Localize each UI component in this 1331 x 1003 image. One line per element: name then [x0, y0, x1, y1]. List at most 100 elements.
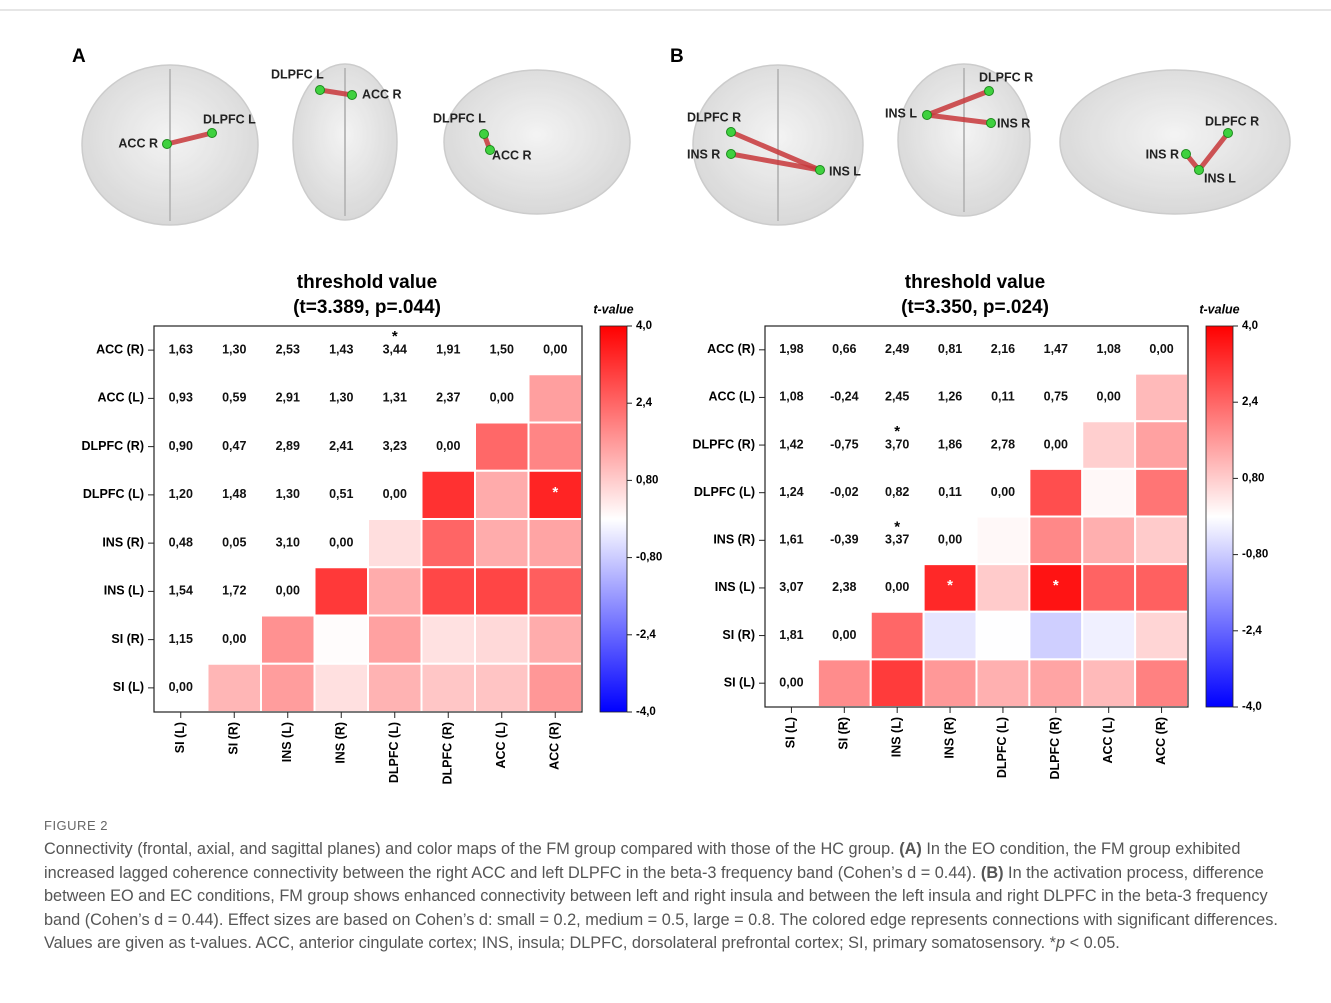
heatmap-cell: [1134, 610, 1189, 661]
y-tick-label: ACC (L): [97, 391, 144, 405]
cell-value: 0,00: [938, 533, 962, 547]
significance-star: *: [552, 484, 558, 501]
y-tick-label: SI (L): [724, 675, 755, 689]
cell-value: 0,47: [222, 439, 246, 453]
cell-value: 2,45: [885, 390, 909, 404]
significance-star: *: [894, 518, 900, 535]
x-tick-label: DLPFC (L): [387, 722, 401, 783]
caption-segment: In the activation process, difference be…: [44, 863, 1278, 953]
cell-value: 1,30: [329, 391, 353, 405]
cell-value: 1,30: [222, 342, 246, 356]
heatmap-cell: [367, 662, 423, 713]
cell-value: 0,00: [543, 342, 567, 356]
brain-node: [726, 149, 736, 159]
heatmap-cell: [1134, 658, 1189, 708]
x-tick-label: ACC (R): [548, 722, 562, 770]
node-label: INS R: [1146, 147, 1179, 161]
cell-value: 2,37: [436, 391, 460, 405]
significance-star: *: [1053, 577, 1059, 594]
heatmap-cell: [1134, 420, 1189, 470]
cell-value: 1,20: [169, 487, 193, 501]
y-tick-label: SI (R): [722, 628, 755, 642]
x-tick-label: INS (R): [334, 722, 348, 764]
colorbar-tick-label: -2,4: [1242, 625, 1262, 637]
cell-value: 0,00: [383, 487, 407, 501]
colorbar-tick-label: -4,0: [1242, 701, 1262, 713]
node-label: ACC R: [118, 136, 158, 150]
cell-value: 0,00: [885, 580, 909, 594]
cell-value: 1,31: [383, 391, 407, 405]
plot-frame: [764, 325, 1189, 708]
colorbar-tick-label: -0,80: [1242, 549, 1268, 561]
cell-value: 0,00: [276, 584, 300, 598]
cell-value: 0,05: [222, 535, 246, 549]
node-label: ACC R: [362, 87, 402, 101]
y-tick-label: ACC (R): [96, 342, 144, 356]
x-tick-label: ACC (L): [494, 722, 508, 769]
colorbar-label: t-value: [593, 302, 633, 316]
connection-edge: [317, 87, 355, 98]
heatmap-cell: [1134, 372, 1189, 423]
cell-value: 2,78: [991, 437, 1015, 451]
heatmap-cell: [313, 614, 369, 665]
cell-value: 0,00: [1097, 390, 1121, 404]
node-label: INS R: [687, 147, 720, 161]
chart-title: threshold value: [905, 272, 1045, 293]
colorbar-tick-label: 2,4: [636, 397, 653, 409]
x-tick-label: SI (R): [227, 722, 241, 755]
heatmap-cell: [474, 518, 530, 569]
chart-title: threshold value: [297, 272, 437, 293]
heatmap-cell: [1028, 610, 1084, 661]
colorbar-tick-label: -2,4: [636, 629, 656, 641]
connection-edge: [728, 151, 823, 173]
cell-value: 0,00: [1044, 437, 1068, 451]
cell-value: 0,00: [329, 535, 353, 549]
cell-value: 0,00: [436, 439, 460, 453]
heatmap-cell: [1081, 420, 1137, 470]
cell-value: 2,38: [832, 580, 856, 594]
cell-value: 2,41: [329, 439, 353, 453]
node-label: INS L: [829, 164, 861, 178]
cell-value: 1,98: [779, 342, 803, 356]
heatmap-cell: [1134, 563, 1189, 613]
colorbar: [1205, 325, 1234, 708]
colorbar-tick-label: 4,0: [636, 320, 652, 332]
cell-value: 0,00: [779, 675, 803, 689]
node-label: DLPFC R: [687, 110, 741, 124]
heatmap-cell: [474, 614, 530, 665]
heatmap-cell: [922, 610, 978, 661]
node-label: DLPFC R: [1205, 114, 1259, 128]
heatmap-cell: [975, 563, 1031, 613]
colorbar-tick-label: 4,0: [1242, 320, 1258, 332]
heatmap-cell: [1081, 467, 1137, 518]
brain-node: [162, 139, 172, 149]
y-tick-label: DLPFC (R): [693, 437, 756, 451]
heatmap-cell: [1134, 515, 1189, 566]
cell-value: 0,00: [222, 632, 246, 646]
cell-value: 1,26: [938, 390, 962, 404]
heatmap-cell: [313, 662, 369, 713]
y-tick-label: ACC (R): [707, 342, 755, 356]
cell-value: 1,08: [779, 390, 803, 404]
plot-frame: [153, 325, 583, 713]
cell-value: 1,42: [779, 437, 803, 451]
cell-value: -0,75: [830, 437, 859, 451]
brain-node: [1181, 149, 1191, 159]
heatmap-cell: [420, 518, 476, 569]
cell-value: 3,70: [885, 437, 909, 451]
caption-segment: In the EO condition, the FM group exhibi…: [44, 840, 1241, 882]
heatmap-cell: [260, 614, 316, 665]
node-label: INS L: [1204, 171, 1236, 185]
heatmap-cell: [527, 518, 583, 569]
heatmap-cell: [1028, 658, 1084, 708]
cell-value: 1,63: [169, 342, 193, 356]
heatmap-cell: [474, 421, 530, 472]
y-tick-label: DLPFC (R): [82, 439, 145, 453]
heatmap-cell: [527, 614, 583, 665]
cell-value: 2,16: [991, 342, 1015, 356]
y-tick-label: INS (R): [102, 535, 144, 549]
cell-value: 0,51: [329, 487, 353, 501]
caption-text: Connectivity (frontal, axial, and sagitt…: [44, 838, 1296, 956]
brain-outline: [443, 69, 631, 215]
x-tick-label: SI (L): [173, 722, 187, 753]
